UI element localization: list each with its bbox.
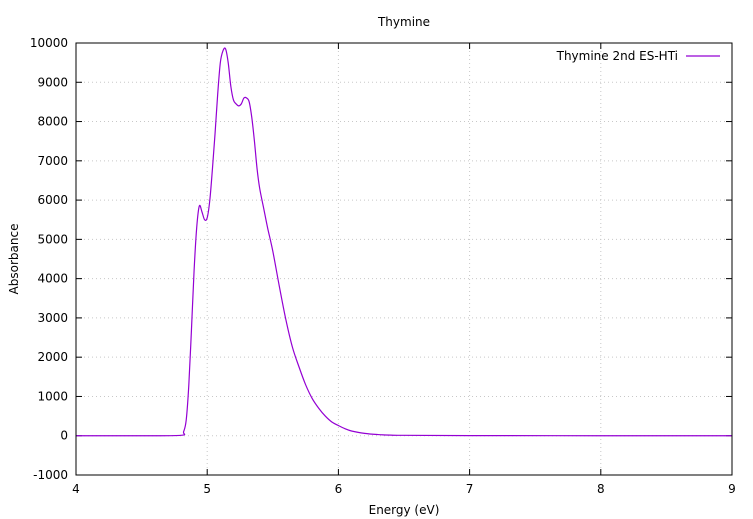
y-tick-label: 9000	[37, 75, 68, 89]
y-tick-label: 0	[60, 429, 68, 443]
y-tick-label: 2000	[37, 350, 68, 364]
y-tick-label: 8000	[37, 115, 68, 129]
y-tick-label: 4000	[37, 272, 68, 286]
x-tick-label: 4	[72, 482, 80, 496]
series-line	[75, 47, 733, 437]
y-axis-label: Absorbance	[7, 224, 21, 295]
x-tick-label: 6	[335, 482, 343, 496]
y-tick-label: 3000	[37, 311, 68, 325]
y-tick-label: 5000	[37, 232, 68, 246]
x-tick-label: 9	[728, 482, 736, 496]
y-tick-label: -1000	[33, 468, 68, 482]
grid	[76, 43, 732, 475]
x-tick-label: 5	[203, 482, 211, 496]
chart-title: Thymine	[377, 15, 430, 29]
y-tick-label: 7000	[37, 154, 68, 168]
y-tick-label: 1000	[37, 389, 68, 403]
series-layer	[75, 47, 733, 437]
plot-frame	[75, 42, 733, 476]
x-tick-label: 8	[597, 482, 605, 496]
x-axis-label: Energy (eV)	[369, 503, 440, 517]
tick-labels: 4 5 6 7 8 9 -1000 0 1000 2000 3000 4000 5000 6000 7000…	[30, 36, 736, 496]
legend-label: Thymine 2nd ES-HTi	[556, 49, 678, 63]
y-tick-label: 6000	[37, 193, 68, 207]
x-tick-label: 7	[466, 482, 474, 496]
legend: Thymine 2nd ES-HTi	[556, 49, 720, 63]
y-tick-label: 10000	[30, 36, 68, 50]
